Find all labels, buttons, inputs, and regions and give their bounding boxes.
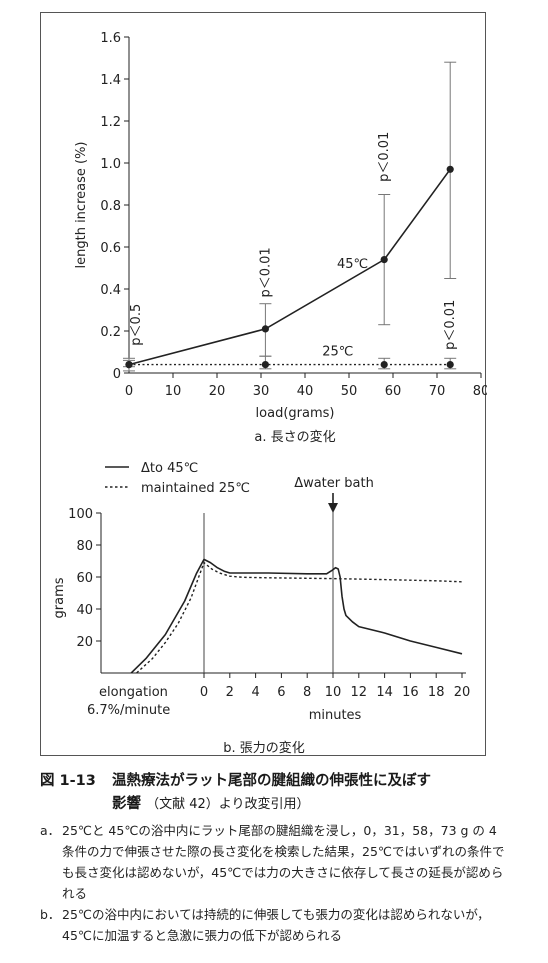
series-line-25c [135, 561, 463, 673]
x-tick-label: 4 [251, 685, 259, 700]
note-b-text: 25℃の浴中内においては持続的に伸張しても張力の変化は認められないが，45℃に加… [62, 907, 490, 943]
y-tick-label: 100 [68, 507, 93, 522]
y-tick-label: 0 [113, 367, 121, 382]
x-tick-label: 2 [226, 685, 234, 700]
caption-reference: （文献 42）より改変引用） [146, 797, 310, 812]
y-tick-label: 1.2 [100, 115, 121, 130]
chart-a-title: a. 長さの変化 [254, 429, 335, 445]
x-tick-label: 12 [351, 685, 368, 700]
x-tick-label: 8 [303, 685, 311, 700]
x-tick-label: 0 [200, 685, 208, 700]
x-tick-label: 30 [253, 384, 270, 399]
x-tick-label: 20 [209, 384, 226, 399]
y-tick-label: 0.8 [100, 199, 121, 214]
x-axis-label: load(grams) [256, 406, 335, 421]
y-tick-label: 1.0 [100, 157, 121, 172]
series-label-25c: 25℃ [322, 344, 353, 359]
data-point [125, 361, 133, 369]
figure-number: 図 1-13 [40, 773, 96, 789]
data-point [261, 361, 269, 369]
series-label-45c: 45℃ [337, 257, 368, 272]
figure-caption-title: 図 1-13 温熱療法がラット尾部の腱組織の伸張性に及ぼす 影響 （文献 42）よ… [40, 770, 510, 816]
y-tick-label: 1.6 [100, 31, 121, 46]
y-tick-label: 40 [76, 603, 93, 618]
series-line-45c [128, 168, 451, 366]
p-value-annotation: p＜0.5 [129, 304, 144, 346]
p-value-annotation: p＜0.01 [443, 300, 458, 350]
x-tick-label: 14 [376, 685, 393, 700]
elongation-label: elongation [99, 685, 168, 700]
note-a-key: a． [40, 823, 61, 838]
water-bath-arrow-head [328, 503, 338, 513]
x-axis-label: minutes [309, 708, 362, 723]
caption-title-line2: 影響 [112, 796, 141, 812]
y-axis-label: length increase (%) [74, 142, 89, 269]
p-value-annotation: p＜0.01 [377, 132, 392, 182]
x-tick-label: 40 [297, 384, 314, 399]
y-tick-label: 60 [76, 571, 93, 586]
x-tick-label: 6 [277, 685, 285, 700]
chart-b-tension: 20 40 60 80 100 0 2 4 6 8 10 12 14 16 18 20 grams minutes… [52, 461, 471, 756]
caption-note-b: b． 25℃の浴中内においては持続的に伸張しても張力の変化は認められないが，45… [40, 904, 510, 946]
x-tick-label: 50 [341, 384, 358, 399]
data-point [380, 256, 388, 264]
data-point [446, 361, 454, 369]
water-bath-annotation: Δwater bath [294, 476, 374, 491]
y-axis-label: grams [52, 577, 67, 618]
caption-note-a: a． 25℃と 45℃の浴中内にラット尾部の腱組織を浸し，0，31，58，73 … [40, 820, 510, 904]
data-point [446, 165, 454, 173]
caption-title-line1: 温熱療法がラット尾部の腱組織の伸張性に及ぼす [112, 773, 431, 789]
x-tick-label: 10 [165, 384, 182, 399]
y-tick-label: 20 [76, 635, 93, 650]
y-tick-label: 1.4 [100, 73, 121, 88]
chart-a-length: 0 0.2 0.4 0.6 0.8 1.0 1.2 1.4 1.6 10 20 30 40 50 60 70 8… [74, 31, 487, 445]
x-tick-label: 70 [429, 384, 446, 399]
data-point [380, 361, 388, 369]
x-tick-label: 60 [385, 384, 402, 399]
series-line-45c [130, 558, 463, 673]
legend-label-45c: Δto 45℃ [141, 461, 198, 476]
y-tick-label: 80 [76, 539, 93, 554]
x-tick-label: 18 [428, 685, 445, 700]
x-tick-label: 16 [402, 685, 419, 700]
chart-b-title: b. 張力の変化 [223, 740, 305, 756]
note-a-text: 25℃と 45℃の浴中内にラット尾部の腱組織を浸し，0，31，58，73 g の… [62, 823, 505, 901]
x-tick-label: 20 [454, 685, 471, 700]
y-tick-label: 0.4 [100, 283, 121, 298]
y-tick-label: 0.2 [100, 325, 121, 340]
data-point [261, 325, 269, 333]
x-tick-label: 0 [125, 384, 133, 399]
note-b-key: b． [40, 907, 61, 922]
legend-label-25c: maintained 25℃ [141, 481, 250, 496]
y-tick-label: 0.6 [100, 241, 121, 256]
elongation-rate-label: 6.7%/minute [87, 703, 170, 718]
x-tick-label: 80 [473, 384, 487, 399]
figure-frame: 0 0.2 0.4 0.6 0.8 1.0 1.2 1.4 1.6 10 20 30 40 50 60 70 8… [40, 12, 487, 756]
x-tick-label: 10 [325, 685, 342, 700]
p-value-annotation: p＜0.01 [258, 247, 273, 297]
